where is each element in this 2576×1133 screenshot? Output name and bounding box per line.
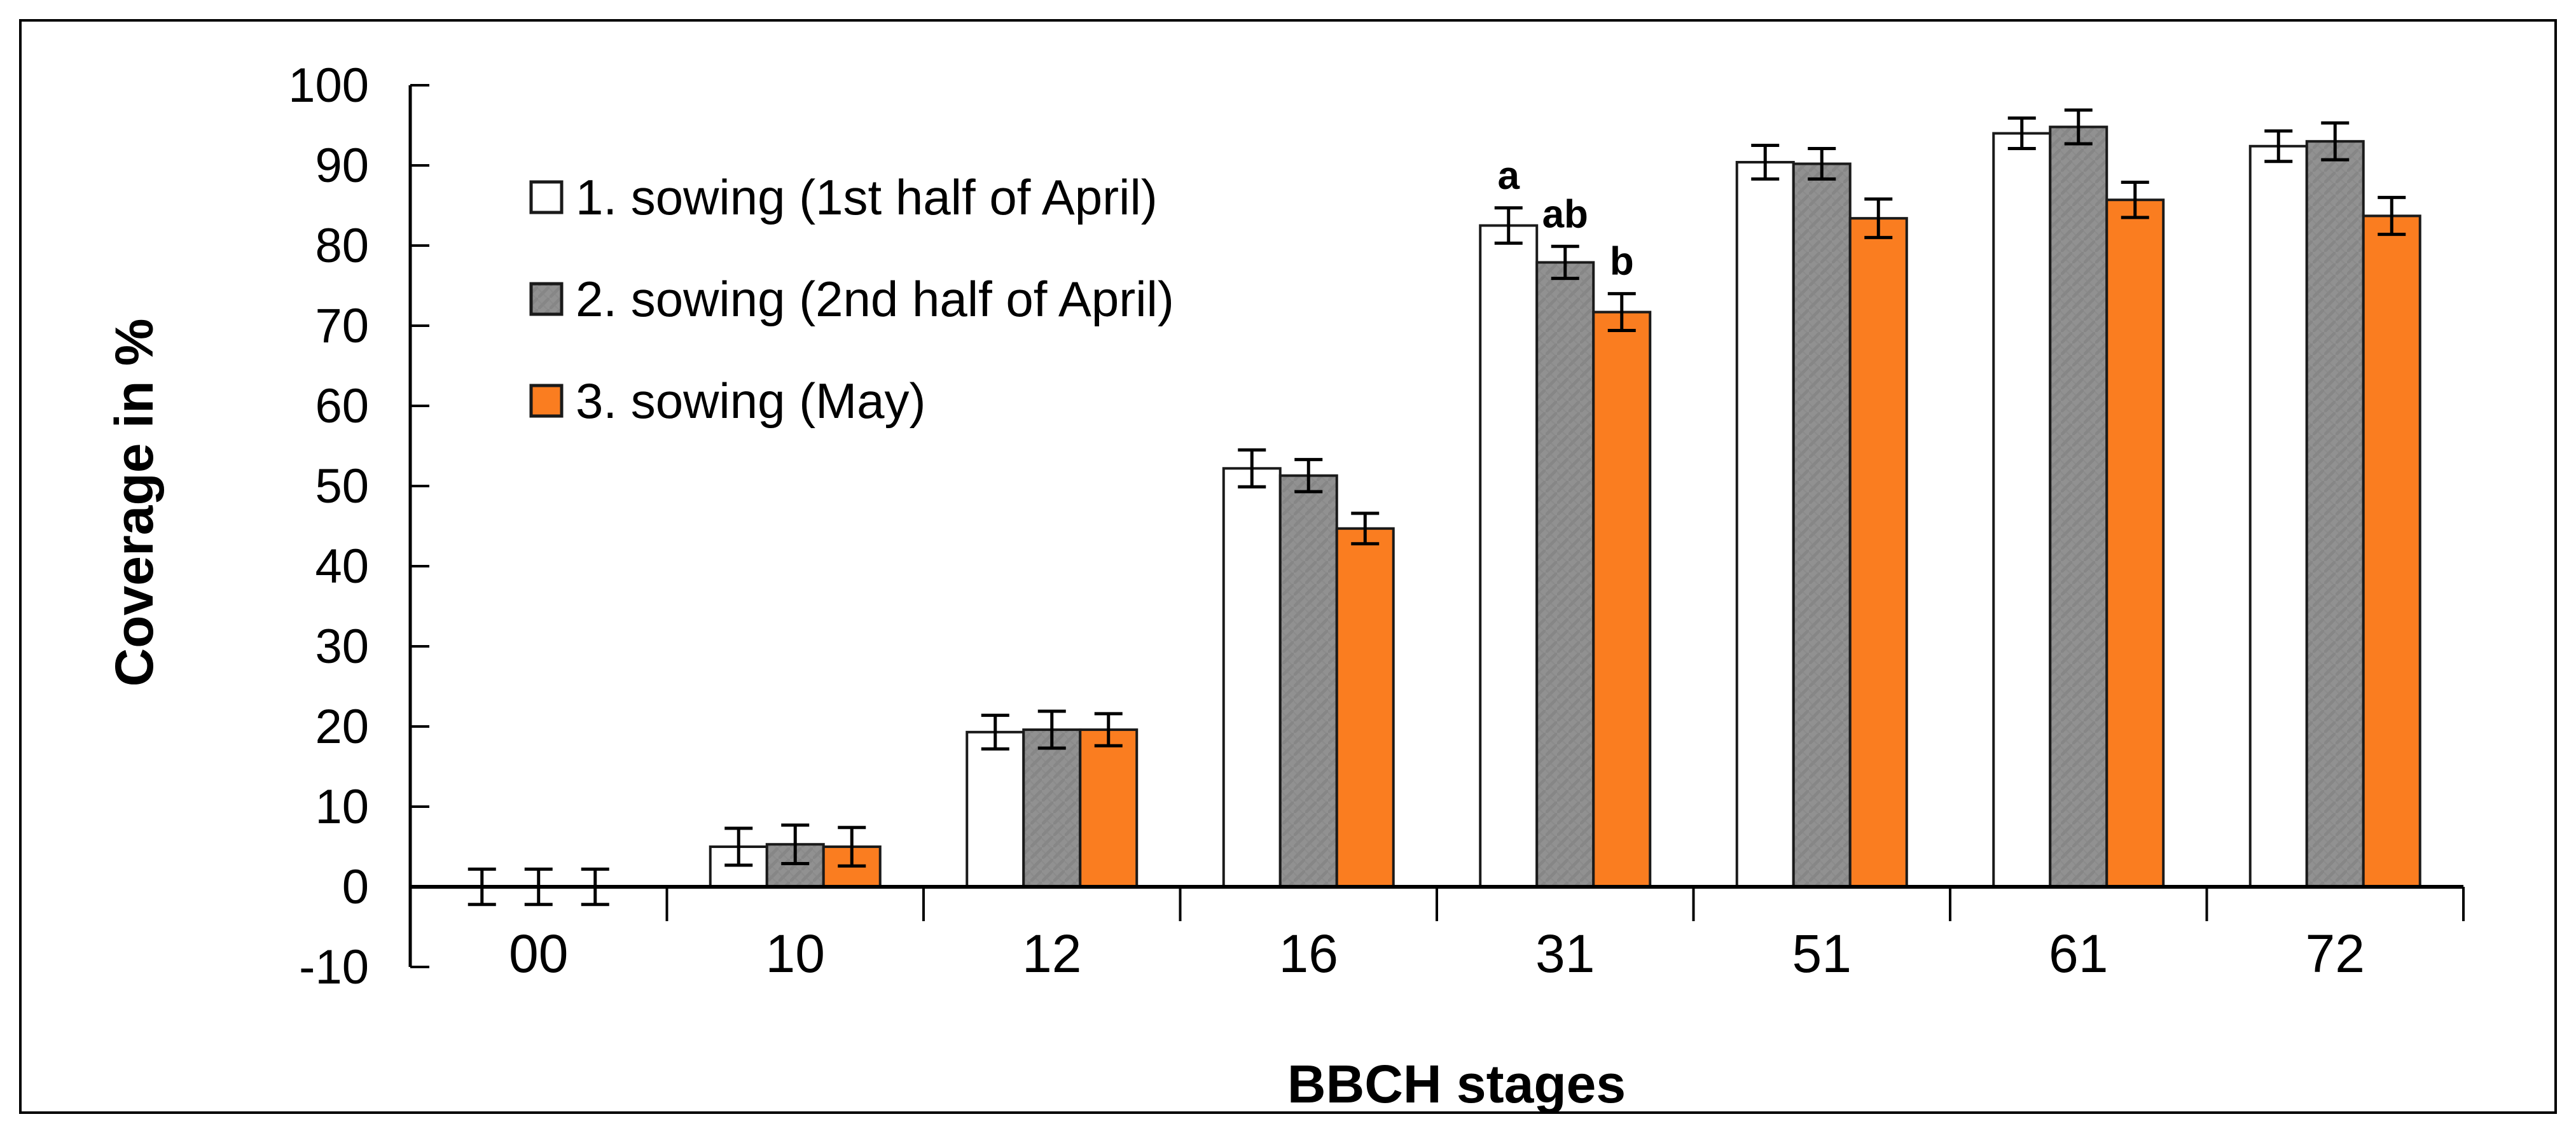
x-tick-label-bbch-51: 51	[1792, 924, 1852, 984]
error-bar-series3-bbch72	[2378, 195, 2406, 236]
bar-series1-bbch61	[1992, 132, 2052, 889]
error-bar-series1-bbch72	[2264, 129, 2293, 163]
x-tick-label-bbch-31: 31	[1535, 924, 1595, 984]
y-tick-label-60: 60	[315, 379, 369, 433]
error-bar-series3-bbch31	[1607, 292, 1636, 333]
error-bar-series2-bbch12	[1037, 709, 1066, 750]
bar-series2-bbch61	[2049, 125, 2109, 888]
x-tick-label-bbch-61: 61	[2049, 924, 2108, 984]
significance-label-b: b	[1610, 240, 1634, 284]
bar-series2-bbch72	[2305, 140, 2365, 889]
error-bar-series3-bbch10	[838, 826, 866, 868]
y-tick-label-80: 80	[315, 219, 369, 273]
y-tick-label-30: 30	[315, 620, 369, 674]
x-axis-title: BBCH stages	[1287, 1054, 1626, 1114]
x-tick-label-bbch-72: 72	[2306, 924, 2365, 984]
bar-series2-bbch51	[1792, 162, 1852, 889]
bar-series1-bbch31	[1479, 224, 1539, 888]
error-bar-series1-bbch61	[2007, 116, 2036, 151]
legend-item-2: 2. sowing (2nd half of April)	[529, 271, 1174, 327]
bar-series2-bbch31	[1535, 261, 1595, 888]
error-bar-series1-bbch10	[724, 826, 753, 867]
error-bar-series2-bbch16	[1294, 457, 1323, 494]
error-bar-series2-bbch72	[2321, 121, 2350, 162]
significance-label-a: a	[1498, 154, 1520, 198]
legend-swatch-1	[529, 180, 564, 214]
bar-series3-bbch16	[1335, 527, 1395, 888]
error-bar-series3-bbch16	[1351, 511, 1380, 546]
y-tick-label-50: 50	[315, 459, 369, 513]
y-tick-label--10: -10	[299, 940, 369, 994]
bar-series3-bbch12	[1079, 728, 1139, 889]
error-bar-series2-bbch61	[2064, 108, 2093, 146]
y-tick-label-0: 0	[342, 860, 369, 914]
y-tick-label-20: 20	[315, 700, 369, 754]
legend-item-1: 1. sowing (1st half of April)	[529, 169, 1158, 225]
bar-series2-bbch16	[1278, 474, 1338, 888]
error-bar-series1-bbch16	[1238, 448, 1266, 489]
bar-series3-bbch31	[1592, 310, 1652, 888]
error-bar-series2-bbch31	[1551, 244, 1579, 281]
bar-series3-bbch61	[2105, 198, 2165, 888]
bar-series1-bbch12	[966, 730, 1025, 888]
bar-series1-bbch16	[1222, 467, 1282, 888]
y-axis-title: Coverage in %	[104, 319, 164, 687]
legend-label-1: 1. sowing (1st half of April)	[576, 169, 1158, 225]
legend: 1. sowing (1st half of April) 2. sowing (…	[529, 169, 1174, 429]
x-tick-label-bbch-00: 00	[509, 924, 568, 984]
legend-label-3: 3. sowing (May)	[576, 373, 926, 429]
error-bar-series2-bbch51	[1808, 147, 1836, 181]
error-bar-series1-bbch12	[981, 713, 1009, 751]
error-bar-series3-bbch61	[2121, 180, 2149, 219]
bar-series2-bbch12	[1022, 728, 1082, 889]
x-tick-label-bbch-12: 12	[1022, 924, 1081, 984]
y-tick-label-90: 90	[315, 139, 369, 193]
error-bar-series1-bbch31	[1494, 206, 1523, 245]
legend-swatch-3	[529, 384, 564, 418]
bar-series3-bbch51	[1848, 217, 1908, 888]
error-bar-series1-bbch51	[1751, 144, 1780, 181]
y-tick-label-10: 10	[315, 780, 369, 834]
y-tick-label-40: 40	[315, 539, 369, 594]
bar-series3-bbch72	[2362, 214, 2421, 888]
significance-label-ab: ab	[1542, 192, 1588, 236]
x-tick-label-bbch-10: 10	[766, 924, 825, 984]
x-tick-label-bbch-16: 16	[1279, 924, 1338, 984]
error-bar-series3-bbch51	[1864, 197, 1893, 239]
error-bar-series2-bbch10	[781, 823, 810, 865]
legend-swatch-2	[529, 282, 564, 316]
bar-series1-bbch51	[1735, 160, 1795, 889]
y-tick-label-100: 100	[288, 59, 369, 113]
legend-label-2: 2. sowing (2nd half of April)	[576, 271, 1174, 327]
bar-series1-bbch72	[2248, 144, 2308, 888]
legend-item-3: 3. sowing (May)	[529, 373, 926, 429]
error-bar-series3-bbch12	[1094, 712, 1123, 747]
y-tick-label-70: 70	[315, 299, 369, 353]
